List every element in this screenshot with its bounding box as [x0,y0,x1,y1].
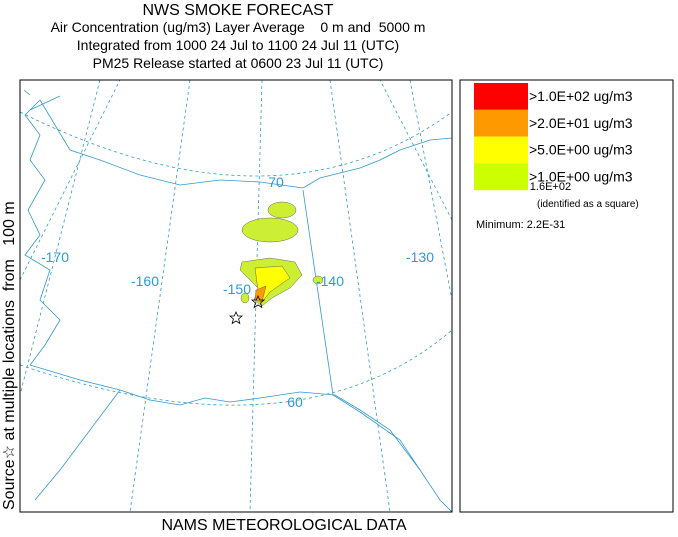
graticule [20,80,452,512]
legend-label: >2.0E+01 ug/m3 [529,115,633,131]
source-star [228,295,266,325]
subtitle: Integrated from 1000 24 Jul to 1100 24 J… [77,37,399,53]
legend-swatch [474,109,528,137]
map-label: 70 [268,174,284,190]
border [302,189,421,471]
legend-label: >5.0E+00 ug/m3 [529,142,633,158]
title: NWS SMOKE FORECAST [142,2,333,19]
coastline [23,89,452,512]
side-label: Source☆ at multiple locations from 100 m [1,201,18,510]
legend-label: >1.0E+02 ug/m3 [529,88,633,104]
legend-swatch [474,136,528,164]
map-label: -160 [131,273,159,289]
maximum-note: (identified as a square) [537,199,639,210]
subtitle: PM25 Release started at 0600 23 Jul 11 (… [93,55,384,71]
map-label: -140 [316,273,344,289]
legend-swatch [474,163,528,191]
minimum: Minimum: 2.2E-31 [476,219,565,231]
footer: NAMS METEOROLOGICAL DATA [161,517,406,532]
map: -170 -160 -150 -140 -130 70 60 [19,79,453,513]
map-frame [19,79,453,513]
legend-label: >1.0E+00 ug/m3 [529,168,633,184]
legend-swatch [474,83,528,110]
subtitle: Air Concentration (ug/m3) Layer Average … [51,19,426,35]
legend: Maximum: 1.6E+02 (identified as a square… [459,79,674,513]
map-label: 60 [287,394,303,410]
map-label: -130 [406,249,434,265]
map-label: -170 [41,249,69,265]
map-label: -150 [223,281,251,297]
smoke-plume [239,201,324,307]
